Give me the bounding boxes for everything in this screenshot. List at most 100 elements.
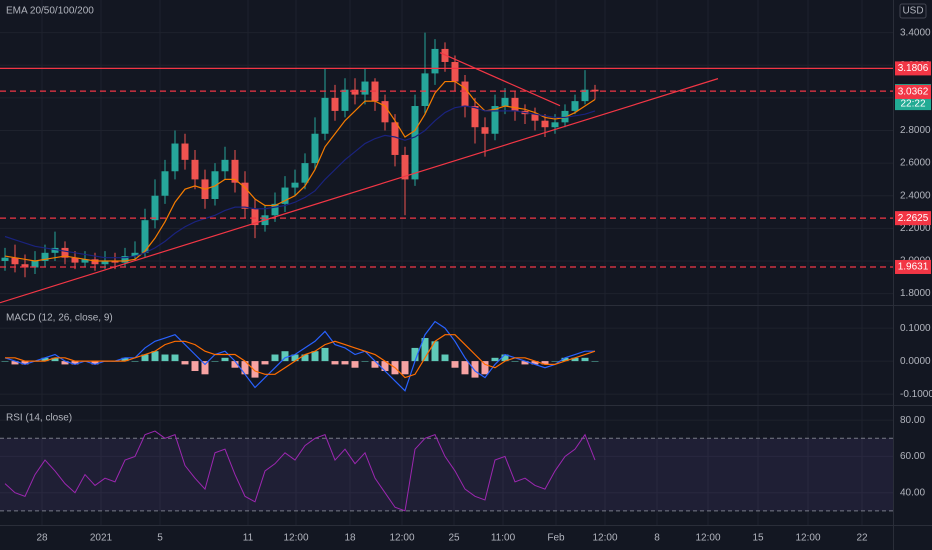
x-tick-label: 11 (243, 533, 254, 544)
x-tick-label: 12:00 (389, 533, 414, 544)
candle-body (411, 106, 419, 180)
histogram-bar (281, 351, 289, 362)
histogram-bar (341, 361, 349, 365)
x-tick-label: 11:00 (491, 533, 516, 544)
candle-body (531, 114, 539, 121)
histogram-bar (121, 357, 129, 362)
candle-body (351, 89, 359, 95)
candle-body (141, 220, 149, 253)
candle-body (71, 257, 79, 263)
histogram-bar (291, 354, 299, 362)
candle-body (341, 89, 349, 111)
histogram-bar (71, 361, 79, 365)
ema-line (4, 80, 596, 262)
histogram-bar (301, 354, 309, 362)
currency[interactable]: USD (902, 6, 923, 17)
rsi-line (4, 430, 596, 512)
candle-body (321, 97, 329, 134)
x-tick-label: 8 (654, 533, 660, 544)
candle-body (91, 259, 99, 265)
histogram-bar (211, 361, 219, 362)
histogram-bar (531, 361, 539, 365)
histogram-bar (161, 354, 169, 362)
level-label-box (895, 61, 931, 76)
candle-body (511, 97, 519, 111)
candle-body (431, 48, 439, 74)
x-tick-label: Feb (547, 533, 565, 544)
candle-body (331, 97, 339, 111)
candle-body (391, 122, 399, 155)
histogram-bar (41, 357, 49, 362)
x-tick-label: 18 (344, 533, 356, 544)
histogram-bar (411, 347, 419, 362)
x-tick-label: 12:00 (795, 533, 820, 544)
histogram-bar (421, 338, 429, 362)
candle-body (491, 106, 499, 134)
level-label: 1.9631 (898, 262, 929, 273)
candle-body (401, 154, 409, 180)
histogram-bar (471, 361, 479, 378)
candle-body (161, 171, 169, 196)
level-label-box (895, 84, 931, 99)
candle-body (541, 120, 549, 128)
trendline (0, 78, 719, 304)
y-tick-label: 40.00 (900, 487, 925, 498)
candle-body (191, 159, 199, 180)
candle-body (51, 247, 59, 253)
y-tick-label: 60.00 (900, 451, 925, 462)
candle-body (1, 257, 9, 261)
histogram-bar (461, 361, 469, 375)
candle-body (291, 182, 299, 188)
candle-body (61, 247, 69, 258)
histogram-bar (451, 361, 459, 368)
candle-body (311, 133, 319, 164)
candle-body (281, 187, 289, 204)
x-tick-label: 28 (36, 533, 48, 544)
histogram-bar (571, 357, 579, 362)
x-tick-label: 2021 (90, 533, 113, 544)
y-tick-label: 2.2000 (900, 223, 931, 234)
y-tick-label: 0.1000 (900, 323, 931, 334)
macd-title: MACD (12, 26, close, 9) (6, 313, 113, 324)
candle-body (421, 73, 429, 107)
candle-body (41, 252, 49, 261)
countdown-box (895, 98, 931, 111)
histogram-bar (61, 361, 69, 365)
y-tick-label: 1.8000 (900, 288, 931, 299)
level-label: 2.2625 (898, 213, 929, 224)
histogram-bar (171, 354, 179, 362)
candle-body (131, 252, 139, 257)
histogram-bar (141, 354, 149, 362)
histogram-bar (11, 361, 19, 365)
candle-body (221, 159, 229, 172)
currency-box[interactable] (899, 3, 927, 19)
countdown: 22:22 (900, 99, 925, 110)
histogram-bar (1, 361, 9, 362)
histogram-bar (561, 357, 569, 362)
trendline (439, 52, 561, 107)
candle-body (11, 257, 19, 265)
histogram-bar (151, 351, 159, 362)
level-label: 3.0362 (898, 87, 929, 98)
candle-body (171, 143, 179, 172)
histogram-bar (241, 361, 249, 375)
y-tick-label: 80.00 (900, 415, 925, 426)
x-tick-label: 12:00 (695, 533, 720, 544)
histogram-bar (401, 361, 409, 375)
x-tick-label: 15 (752, 533, 764, 544)
histogram-bar (331, 361, 339, 365)
level-label-box (895, 211, 931, 226)
histogram-bar (441, 354, 449, 362)
histogram-bar (181, 361, 189, 365)
x-tick-label: 5 (157, 533, 163, 544)
candle-body (451, 61, 459, 82)
ema-line (4, 105, 596, 259)
histogram-bar (481, 361, 489, 375)
candle-body (121, 256, 129, 263)
candle-body (461, 81, 469, 107)
histogram-bar (381, 361, 389, 372)
candle-body (81, 259, 89, 263)
histogram-bar (321, 347, 329, 362)
candle-body (211, 171, 219, 199)
